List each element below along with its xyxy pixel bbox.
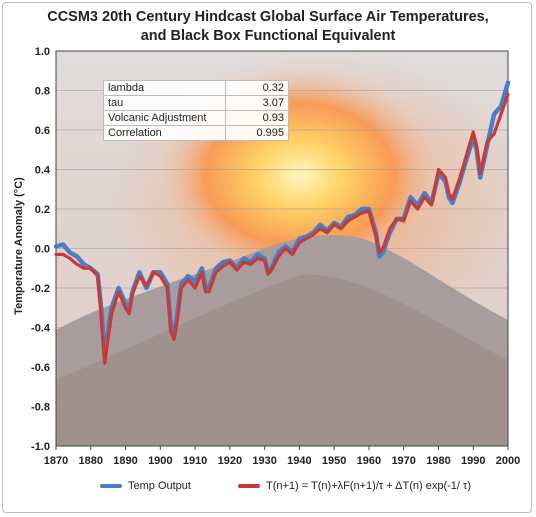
x-tick-label: 1920 [218, 455, 242, 467]
y-tick-label: 0.6 [35, 125, 50, 137]
x-tick-label: 1930 [252, 455, 276, 467]
legend-item-model: T(n+1) = T(n)+λF(n+1)/τ + ΔT(n) exp(-1/ … [238, 480, 471, 492]
x-tick-label: 1950 [322, 455, 346, 467]
chart-title-line1: CCSM3 20th Century Hindcast Global Surfa… [47, 9, 489, 25]
table-row: lambda 0.32 [103, 80, 289, 96]
param-value: 0.995 [225, 125, 289, 141]
y-tick-label: -0.4 [31, 323, 51, 335]
param-label: tau [103, 95, 226, 111]
x-tick-label: 2000 [496, 455, 520, 467]
x-tick-label: 1910 [183, 455, 207, 467]
legend-swatch-blue [100, 484, 122, 488]
table-row: Correlation 0.995 [103, 125, 289, 141]
param-value: 0.32 [225, 80, 289, 96]
y-tick-label: 0.2 [35, 204, 50, 216]
y-tick-label: -0.2 [31, 283, 50, 295]
y-tick-label: 0.0 [35, 244, 50, 256]
y-tick-label: -0.6 [31, 362, 50, 374]
x-tick-label: 1970 [391, 455, 415, 467]
param-value: 3.07 [225, 95, 289, 111]
param-label: lambda [103, 80, 226, 96]
y-tick-labels: 1.0 0.8 0.6 0.4 0.2 0.0 -0.2 -0.4 -0.6 -0.8 -1.0 [31, 46, 51, 453]
y-tick-label: 1.0 [35, 46, 50, 58]
legend-label: T(n+1) = T(n)+λF(n+1)/τ + ΔT(n) exp(-1/ … [266, 480, 472, 492]
parameter-table: lambda 0.32 tau 3.07 Volcanic Adjustment… [103, 80, 289, 141]
param-value: 0.93 [225, 110, 289, 126]
legend-label: Temp Output [128, 480, 191, 492]
series-line-model [54, 92, 510, 365]
legend-item-temp-output: Temp Output [100, 480, 191, 492]
x-tick-label: 1900 [148, 455, 172, 467]
y-tick-label: 0.8 [35, 86, 50, 98]
x-tick-label: 1960 [357, 455, 381, 467]
x-tick-label: 1890 [113, 455, 137, 467]
x-tick-label: 1980 [426, 455, 450, 467]
table-row: tau 3.07 [103, 95, 289, 111]
x-tick-label: 1940 [287, 455, 311, 467]
x-tick-labels: 1870 1880 1890 1900 1910 1920 1930 1940 1950 1960… [44, 446, 520, 467]
x-tick-label: 1870 [44, 455, 68, 467]
x-tick-label: 1990 [461, 455, 485, 467]
y-tick-label: -0.8 [31, 402, 50, 414]
legend-swatch-red [238, 484, 260, 488]
param-label: Volcanic Adjustment [103, 110, 226, 126]
series-lines [53, 80, 511, 365]
table-row: Volcanic Adjustment 0.93 [103, 110, 289, 126]
x-tick-label: 1880 [79, 455, 103, 467]
y-tick-label: -1.0 [31, 441, 50, 453]
y-tick-label: 0.4 [35, 165, 51, 177]
chart-title-line2: and Black Box Functional Equivalent [140, 28, 396, 44]
param-label: Correlation [103, 125, 226, 141]
